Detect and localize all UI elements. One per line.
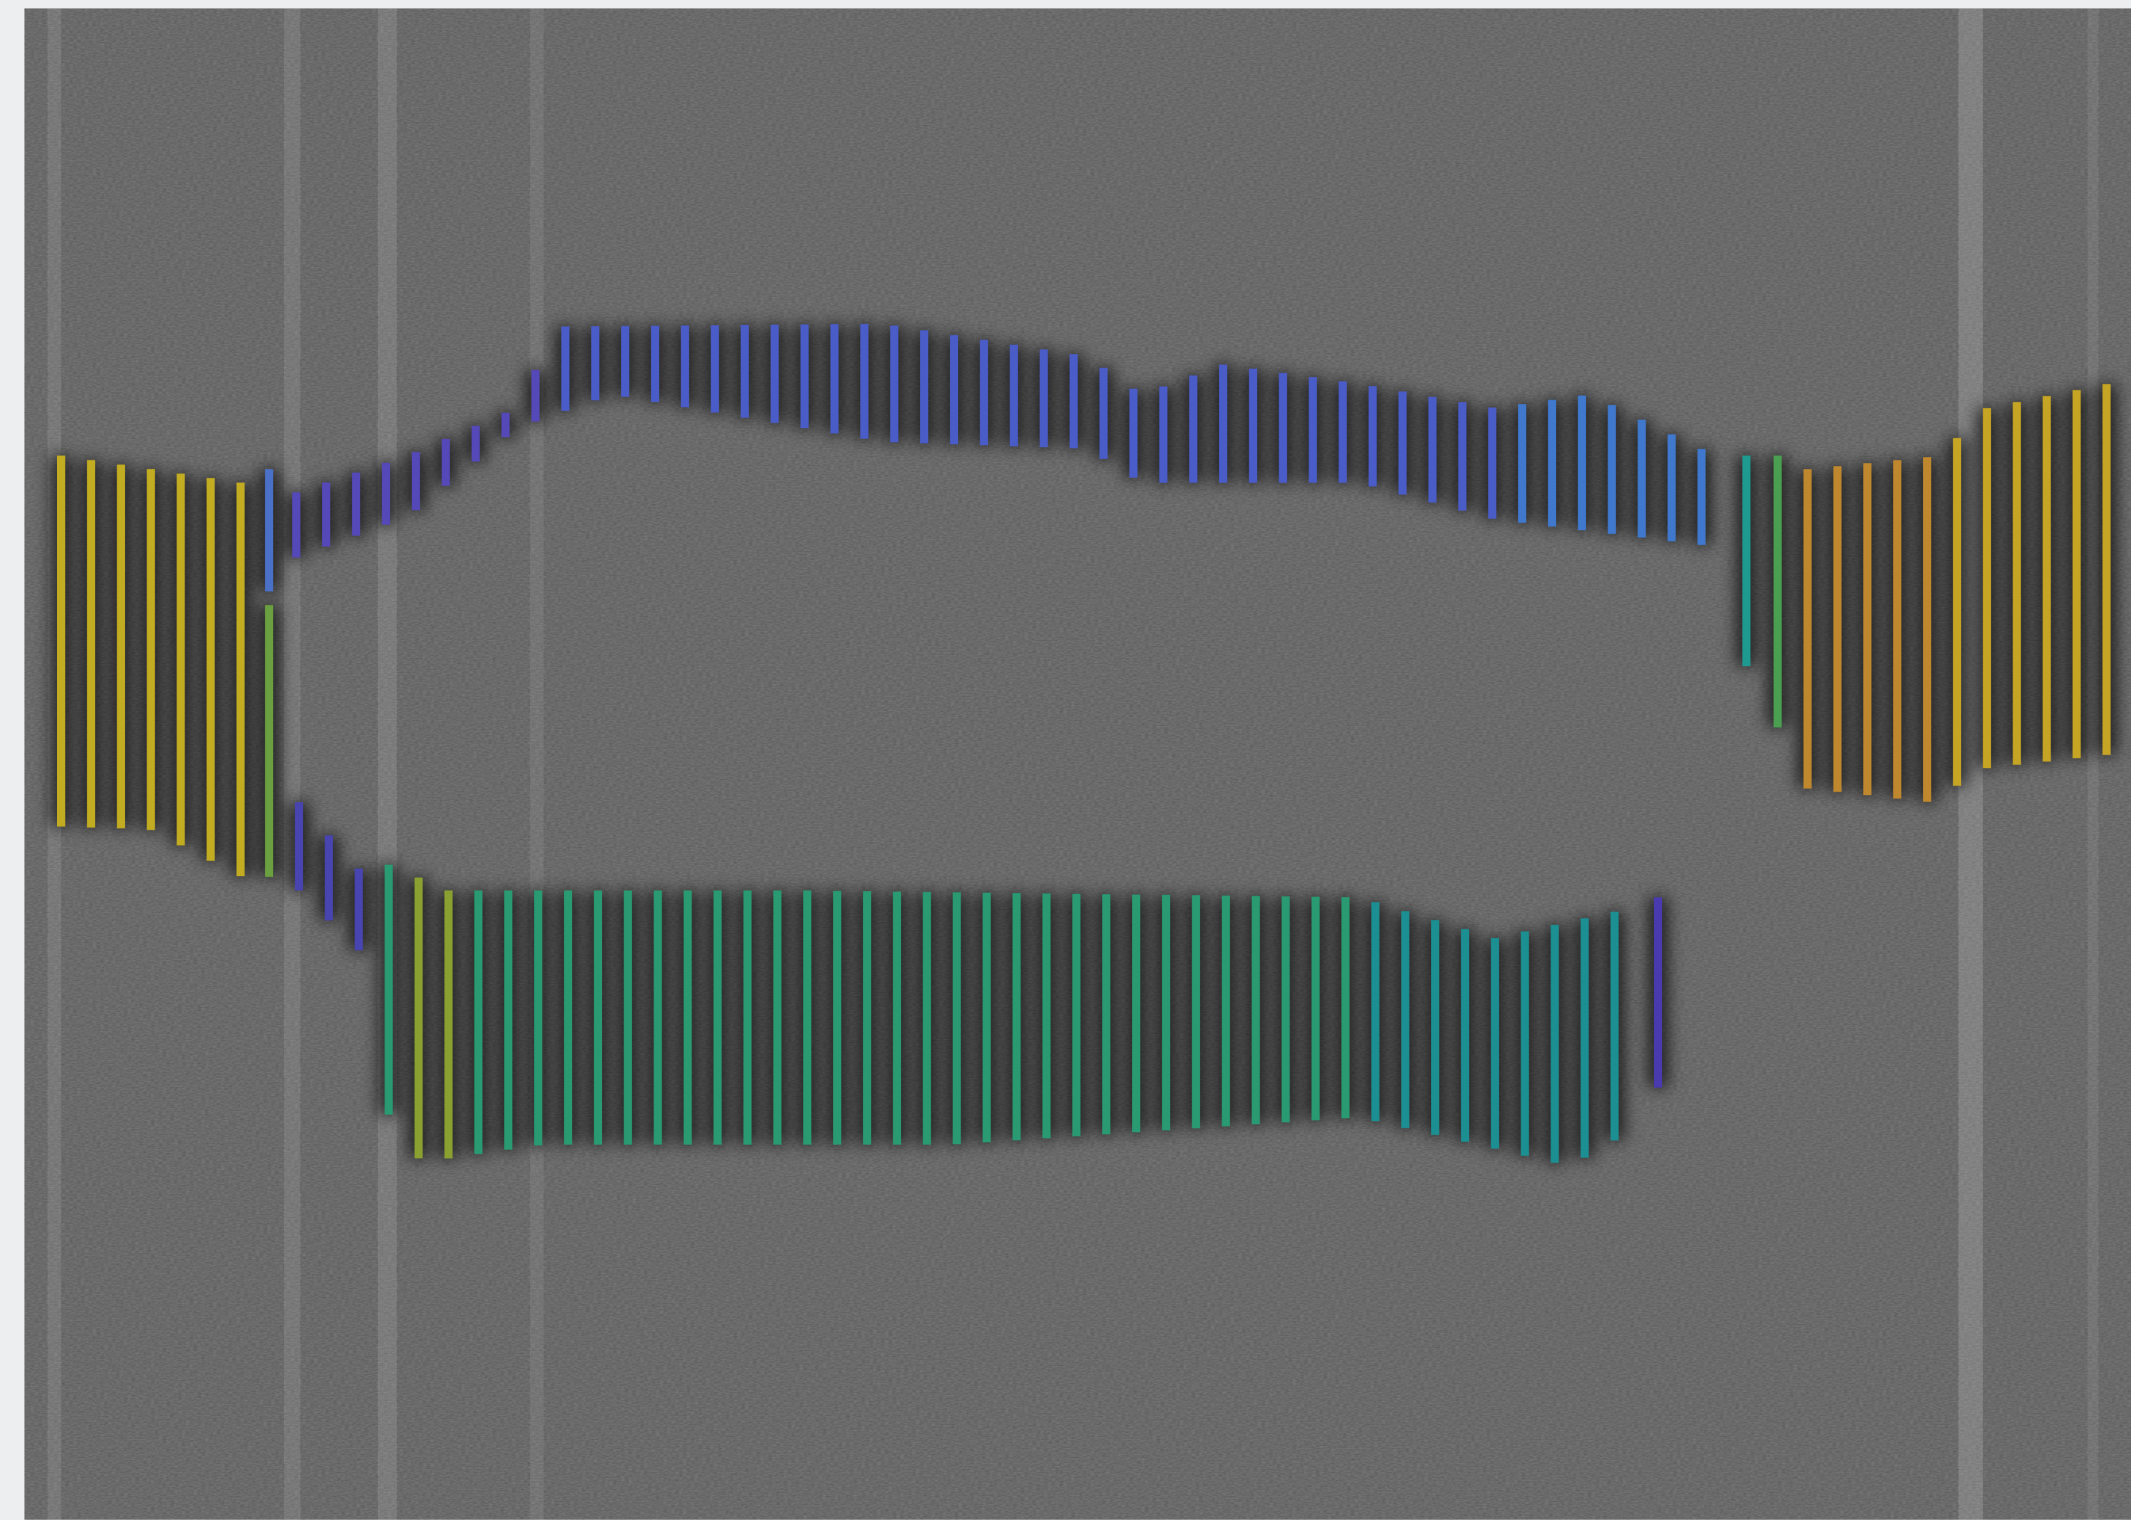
image-view [0,0,2131,1520]
page: image html, body { margin: 0; padding: 0… [0,0,2131,1520]
streak [530,8,544,1519]
streak [284,8,300,1519]
streak [378,8,397,1519]
streak [2088,8,2099,1519]
body: {} (() => { const ns = 'http://www.w3.or… [0,0,2131,1520]
